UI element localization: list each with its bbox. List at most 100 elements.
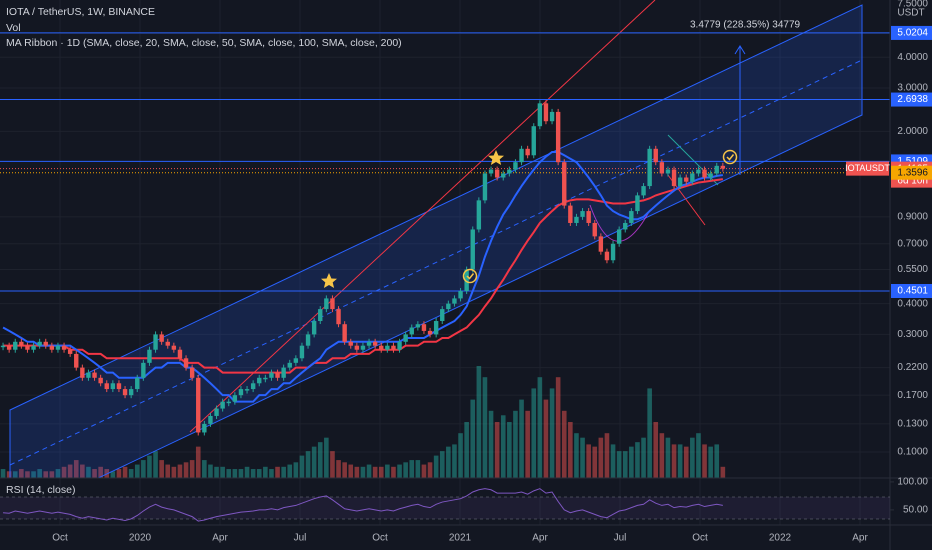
volume-bar [482,377,488,478]
rsi-label: RSI (14, close) [6,484,75,496]
icons [321,149,738,288]
volume-bar [360,466,366,478]
channel [9,4,863,478]
y-tick-label: 3.0000 [897,83,928,94]
ma-layer [2,151,723,403]
x-tick-label: Apr [852,533,868,544]
volume-bar [531,388,537,478]
symbol-tag-label: IOTAUSDT [845,163,890,173]
volume-bar [647,388,652,478]
check-icon [462,268,478,284]
y-tick-label: 0.1700 [897,390,928,401]
rsi-band [0,497,890,519]
volume-bar [128,469,134,478]
x-tick-label: Jul [294,533,307,544]
volume-bar [153,451,158,478]
volume-bar [299,455,305,478]
volume-bar [256,469,262,478]
volume-bar [171,466,177,478]
volume-bar [116,469,122,478]
y-tick-label: 0.1000 [897,447,928,458]
volume-bar [263,466,268,478]
volume-bar [372,466,378,478]
volume-bar [147,455,152,478]
volume-bar [92,469,97,478]
volume-bar [324,437,329,478]
volume-bar [348,464,354,478]
axis-layer: 7.50005.00004.00003.00002.00000.90000.70… [52,0,932,544]
volume-bar [281,466,286,478]
volume-bar [6,471,12,478]
volume-bar [622,451,628,478]
level-tag-label: 0.4501 [897,286,928,297]
volume-bar [189,460,195,478]
volume-bar [464,422,469,478]
volume-bar [214,466,219,478]
volume-bar [391,466,396,478]
volume-bar [574,433,579,478]
volume-bar [537,377,543,478]
volume-layer [0,366,726,478]
volume-bar [702,444,707,478]
symbol-tag [846,161,889,176]
y-tick-label: 0.9000 [897,211,928,222]
volume-bar [43,471,49,478]
volume-bar [73,460,79,478]
volume-bar [592,446,598,478]
volume-bar [122,466,128,478]
volume-bar [458,433,463,478]
x-tick-label: 2022 [769,533,792,544]
chart-title: IOTA / TetherUS, 1W, BINANCE [6,6,155,18]
volume-bar [110,471,116,478]
volume-bar [513,410,518,478]
ma-line [3,178,723,374]
check-icon [722,149,738,165]
volume-bar [378,466,384,478]
volume-label: Vol [6,22,21,34]
volume-bar [269,469,274,478]
y-tick-label: 0.5500 [897,264,928,275]
channel-midline [9,59,863,466]
volume-bar [19,469,24,478]
rsi-tick-label: 100.00 [897,477,928,488]
volume-bar [568,422,573,478]
levels-layer [0,32,890,292]
volume-bar [690,437,695,478]
volume-bar [354,466,360,478]
volume-bar [421,464,427,478]
level-tag [891,25,932,40]
check-mark [726,154,735,161]
volume-bar [208,464,213,478]
volume-bar [202,460,207,478]
volume-bar [342,462,347,478]
level-tag [891,92,932,107]
volume-bar [696,433,701,478]
volume-bar [635,442,640,478]
price-tag-label: 1.3596 [897,167,928,178]
ma-line [2,151,723,403]
volume-bar [232,469,238,478]
volume-bar [336,460,341,478]
volume-bar [317,442,323,478]
countdown-label: 6d 10h [897,175,928,186]
volume-bar [311,446,317,478]
volume-bar [238,469,244,478]
volume-bar [397,464,402,478]
volume-bar [177,464,183,478]
volume-bar [671,444,677,478]
volume-bar [80,464,85,478]
volume-bar [543,399,549,478]
volume-bar [610,444,616,478]
volume-bar [415,460,421,478]
price-tag [891,165,932,180]
y-tick-label: 2.0000 [897,126,928,137]
volume-bar [403,462,408,478]
level-tag-label: 5.0204 [897,28,928,39]
arrow-head [734,45,746,55]
volume-bar [604,433,610,478]
volume-bar [61,466,67,478]
volume-bar [439,451,445,478]
volume-bar [507,422,512,478]
volume-bar [134,464,140,478]
volume-bar [305,451,311,478]
